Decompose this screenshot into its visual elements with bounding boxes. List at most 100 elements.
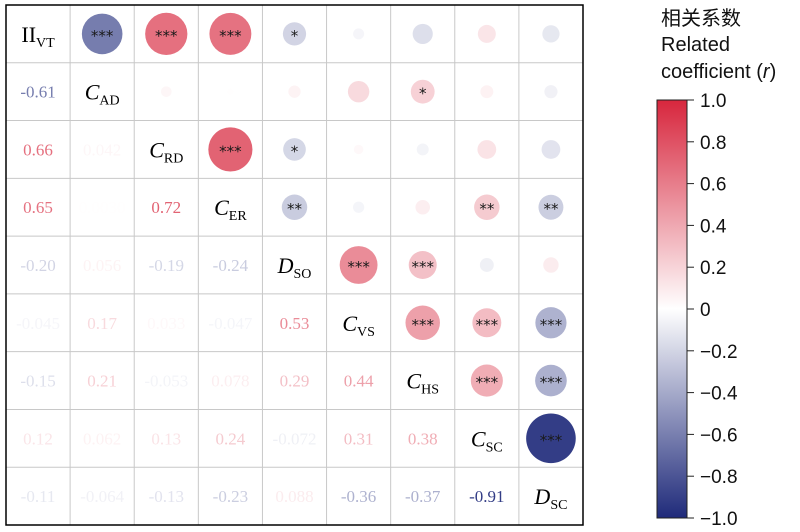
significance-mark: *** [540,316,563,334]
coefficient-label: 0.17 [87,314,117,333]
correlation-bubble [408,250,437,280]
correlation-bubble [353,144,364,155]
correlation-bubble [145,12,188,56]
colorbar-tick-label: −0.8 [700,467,738,488]
coefficient-label: 0.72 [151,198,181,217]
significance-mark: * [419,85,427,103]
diagonal-label-sub: ER [229,209,248,224]
legend-title-en2: coefficient (r) [661,61,776,83]
diagonal-label-base: C [149,137,164,162]
coefficient-label: -0.91 [469,487,504,506]
colorbar [656,99,688,519]
correlation-bubble [526,413,576,464]
color-legend: 相关系数 Related coefficient (r) 1.0 0.8 0.6 0.… [656,6,776,530]
diagonal-label-base: C [214,195,229,220]
diagonal-label: CRD [149,137,183,166]
diagonal-label-base: C [406,369,421,394]
diagonal-label-sub: SC [550,498,567,513]
colorbar-tick-label: 0.4 [700,216,727,237]
diagonal-label-sub: SC [486,440,503,455]
correlation-bubble [209,12,252,55]
correlation-bubble [160,86,172,97]
significance-mark: *** [411,316,434,334]
correlation-bubble [281,194,308,220]
significance-mark: *** [540,431,563,449]
correlation-bubble [352,201,365,213]
coefficient-label: 0.53 [280,314,310,333]
significance-mark: ** [287,200,303,218]
diagonal-label: IIVT [21,22,55,51]
coefficient-label: 0.0030 [79,198,126,217]
coefficient-label: 0.44 [344,372,374,391]
correlation-bubble [472,308,502,338]
coefficient-label: 0.042 [83,140,121,159]
chart-marks: IIVT *** *** *** *-0.61 CAD *0.66 0.042 CRD *** *0… [16,12,576,513]
coefficient-label: -0.047 [208,314,252,333]
correlation-bubble [538,194,564,220]
colorbar-ticks: 1.0 0.8 0.6 0.4 0.2 0 −0.2 −0.4 −0.6 −0.8 −1.0 [687,91,738,530]
diagonal-label: CVS [342,311,375,340]
coefficient-label: 0.062 [83,429,121,448]
correlation-bubble [339,246,378,284]
diagonal-label-base: D [277,253,294,278]
coefficient-label: -0.36 [341,487,376,506]
diagonal-label-sub: HS [421,383,439,398]
correlation-bubble [81,13,123,55]
diagonal-label-sub: RD [164,151,183,166]
diagonal-label: CHS [406,369,439,398]
colorbar-tick-label: −0.4 [700,384,738,405]
coefficient-label: 0.66 [23,140,53,159]
coefficient-label: -0.15 [20,372,55,391]
correlation-bubble [480,85,494,99]
colorbar-tick-label: −1.0 [700,509,738,530]
diagonal-label-base: II [21,22,36,47]
significance-mark: *** [540,374,563,392]
diagonal-label-sub: VS [357,325,375,340]
correlation-bubble [410,79,435,104]
coefficient-label: -0.11 [21,487,56,506]
colorbar-tick-label: 0.2 [700,258,726,279]
coefficient-label: -0.37 [405,487,441,506]
legend-title-en: Related [661,34,730,56]
colorbar-tick-label: 0 [700,300,711,321]
correlation-bubble [282,22,307,46]
coefficient-label: -0.19 [149,256,184,275]
correlation-bubble [405,305,440,341]
correlation-bubble [470,364,503,397]
correlation-bubble [477,140,497,159]
legend-title-cn: 相关系数 [661,6,741,30]
correlation-bubble [288,85,301,98]
legend-title-var: r [763,61,771,83]
correlation-bubble [541,140,561,159]
coefficient-label: -0.072 [273,429,317,448]
diagonal-label-sub: AD [99,94,119,109]
colorbar-tick-label: −0.2 [700,342,738,363]
correlation-bubble [479,258,494,272]
diagonal-label: CAD [85,80,120,109]
diagonal-label: DSC [533,484,567,513]
significance-mark: *** [219,142,242,160]
coefficient-label: 0.31 [344,429,374,448]
colorbar-tick-label: −0.6 [700,425,738,446]
grid [5,4,584,526]
significance-mark: * [291,142,299,160]
correlation-bubble [353,28,365,40]
significance-mark: *** [219,27,242,45]
correlation-bubble [412,23,433,44]
significance-mark: *** [347,258,370,276]
correlation-bubble [283,138,306,161]
correlation-bubble [416,143,429,156]
coefficient-label: 0.033 [147,314,185,333]
coefficient-label: -0.064 [80,487,124,506]
diagonal-label-base: C [471,426,486,451]
diagonal-label-base: C [342,311,357,336]
coefficient-label: -0.13 [149,487,184,506]
coefficient-label: -0.61 [20,83,55,102]
coefficient-label: -0.23 [213,487,248,506]
coefficient-label: 0.29 [280,372,310,391]
plot-frame [5,4,584,526]
significance-mark: *** [476,316,499,334]
diagonal-label-sub: SO [293,267,311,282]
correlation-bubble [227,88,234,95]
